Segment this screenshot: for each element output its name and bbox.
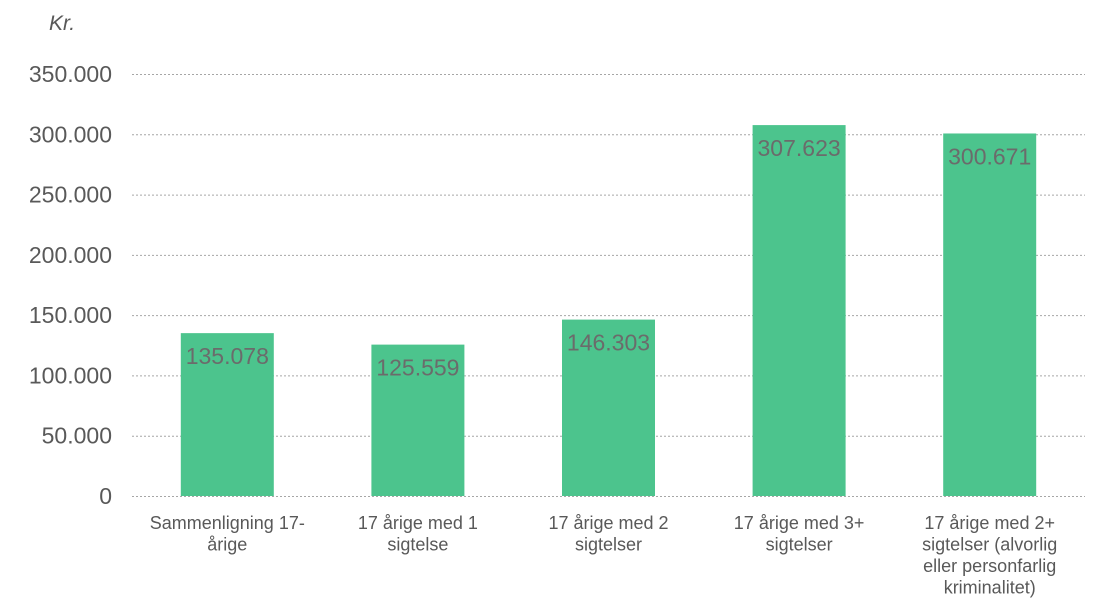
- bar-value-label: 300.671: [948, 143, 1031, 169]
- bar: [943, 133, 1037, 496]
- y-tick-label: 50.000: [42, 423, 112, 449]
- y-tick-label: 150.000: [29, 302, 112, 328]
- y-axis-tick-labels: 0 50.000 100.000 150.000 200.000 250.000 300.0…: [29, 61, 112, 509]
- y-axis-unit-label: Kr.: [49, 12, 75, 35]
- bar-value-label: 307.623: [758, 135, 841, 161]
- y-tick-label: 300.000: [29, 121, 112, 147]
- x-category-label: Sammenligning 17-årige: [150, 513, 305, 555]
- bar-value-label: 125.559: [376, 355, 459, 381]
- bar: [180, 333, 274, 496]
- x-category-label: 17 årige med 2 sigtelser: [548, 513, 668, 555]
- bar: [562, 319, 655, 496]
- bar: [752, 125, 846, 497]
- y-tick-label: 100.000: [29, 362, 112, 388]
- y-tick-label: 350.000: [29, 61, 112, 87]
- category-labels: Sammenligning 17-årige 17 årige med 1 sigt…: [150, 513, 1057, 598]
- x-category-label: 17 årige med 1 sigtelse: [358, 513, 478, 555]
- y-tick-label: 0: [99, 483, 112, 509]
- bar-value-label: 135.078: [186, 343, 269, 369]
- bar: [371, 344, 465, 496]
- bars: [180, 125, 1037, 497]
- x-category-label: 17 årige med 3+ sigtelser: [734, 513, 865, 555]
- y-tick-label: 200.000: [29, 242, 112, 268]
- y-tick-label: 250.000: [29, 182, 112, 208]
- bar-value-label: 146.303: [567, 330, 650, 356]
- data-labels: 135.078 125.559 146.303 307.623 300.671: [186, 135, 1032, 381]
- x-category-label: 17 årige med 2+ sigtelser (alvorlig eller …: [922, 513, 1057, 598]
